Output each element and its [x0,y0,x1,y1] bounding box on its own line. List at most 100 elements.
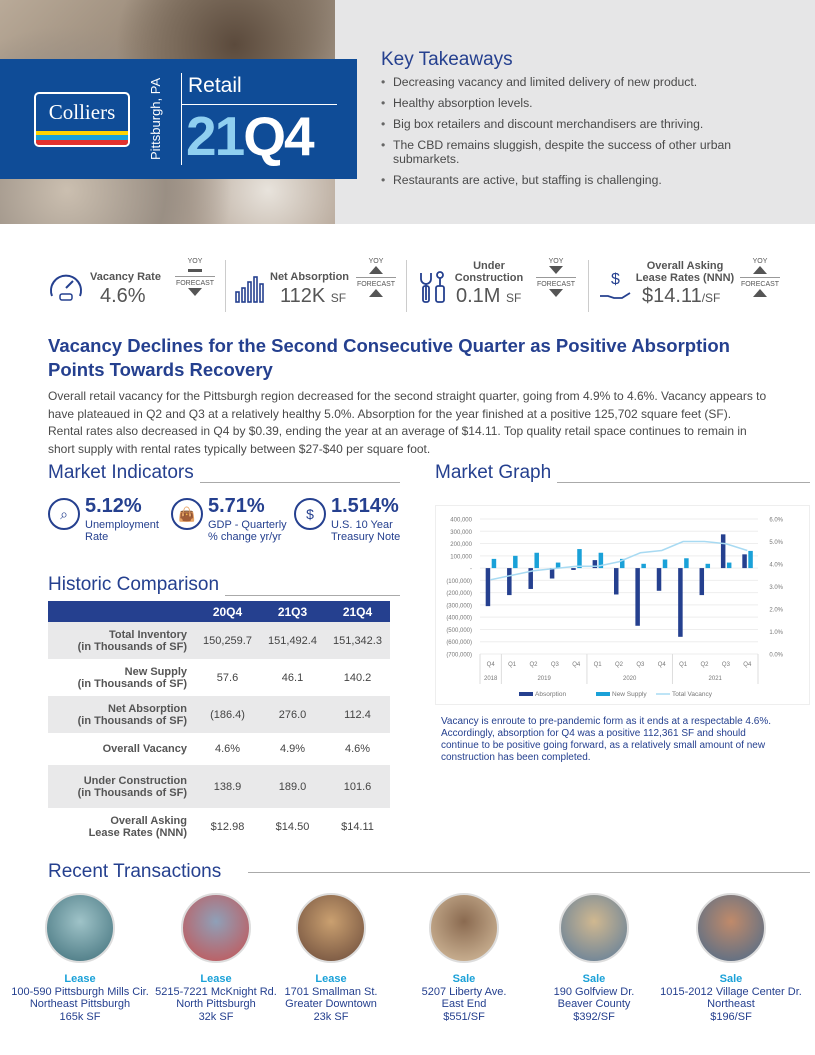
market-indicators-title: Market Indicators [48,462,200,484]
x-tick-label: Q4 [743,662,752,668]
year-label: 2019 [537,676,551,682]
svg-text:$: $ [611,271,620,288]
new-supply-bar [491,558,497,569]
divider [406,260,407,312]
divider [225,260,226,312]
y-tick-label: 200,000 [450,542,472,548]
table-cell: 150,259.7 [195,622,260,659]
y2-tick-label: 6.0% [769,518,783,524]
table-row: New Supply (in Thousands of SF) 57.6 46.1 14… [48,659,390,696]
x-tick-label: Q4 [487,662,496,668]
table-cell: 4.6% [214,743,241,755]
table-cell: (186.4) [195,696,260,733]
table-cell: 4.6% [344,743,371,755]
stat-construction: Under Construction 0.1M SF YOY FORECAST [418,258,588,318]
recent-transactions-title: Recent Transactions [48,861,228,883]
x-tick-label: Q4 [658,662,667,668]
y-tick-label: (400,000) [446,616,472,622]
x-tick-label: Q2 [529,662,538,668]
absorption-bar [614,568,619,595]
table-cell: $14.50 [275,820,310,833]
absorption-bar [720,534,726,569]
y-tick-label: - [470,567,472,573]
historic-comparison-table: 20Q4 21Q3 21Q4 Total Inventory (in Thousand… [48,601,390,845]
transaction-item: Sale 190 Golfview Dr. Beaver County $392/SF [514,893,674,1023]
legend-label: New Supply [612,691,647,698]
table-cell: 112.4 [325,696,390,733]
table-cell: $14.11 [341,820,374,833]
y2-tick-label: 5.0% [769,540,783,546]
list-item: Restaurants are active, but staffing is … [381,173,781,187]
new-supply-bar [684,558,689,569]
table-cell: 4.9% [279,743,306,755]
new-supply-bar [598,552,604,569]
absorption-bar [528,568,533,589]
stat-vacancy: Vacancy Rate 4.6% YOY FORECAST [48,258,223,318]
sector-label: Retail [188,74,242,97]
x-tick-label: Q4 [572,662,581,668]
x-tick-label: Q3 [636,662,645,668]
trend-indicator: YOY FORECAST [536,258,576,298]
new-supply-bar [726,562,732,569]
x-tick-label: Q1 [679,662,688,668]
y2-tick-label: 1.0% [769,630,783,636]
property-photo [181,893,251,963]
absorption-bar [571,568,576,570]
property-photo [559,893,629,963]
absorption-bar [507,568,512,596]
transaction-item: Lease 100-590 Pittsburgh Mills Cir. Northe… [0,893,160,1023]
table-cell: 101.6 [325,765,390,808]
new-supply-bar [641,563,646,569]
market-graph-chart: 400,000 300,000 200,000 100,000 - (100,000) (2… [435,505,810,705]
absorption-bar [699,568,705,596]
y-tick-label: (300,000) [446,603,472,609]
table-row: Overall Vacancy 4.6% 4.9% 4.6% [48,733,390,765]
y-tick-label: 400,000 [450,518,472,524]
transaction-item: Lease 1701 Smallman St. Greater Downtown 23… [251,893,411,1023]
transaction-item: Sale 1015-2012 Village Center Dr. Northeas… [651,893,811,1023]
gauge-icon [50,274,82,301]
new-supply-bar [705,563,711,569]
stat-absorption: Net Absorption 112K SF YOY FORECAST [234,258,414,318]
y2-tick-label: 2.0% [769,608,783,614]
legend-swatch [519,692,533,696]
divider [588,260,589,312]
list-item: Healthy absorption levels. [381,96,781,110]
table-cell: 138.9 [195,765,260,808]
table-cell: 151,492.4 [260,622,325,659]
table-row: Under Construction (in Thousands of SF) 13… [48,765,390,808]
shopping-bag-icon: 👜 [171,498,203,530]
table-cell: 189.0 [260,765,325,808]
trend-indicator: YOY FORECAST [175,258,215,297]
divider [182,104,337,105]
y-tick-label: (600,000) [446,640,472,646]
absorption-bar [592,560,598,569]
year-label: 2020 [623,676,637,682]
x-tick-label: Q3 [551,662,560,668]
absorption-bar [742,554,747,569]
search-document-icon: ⌕ [48,498,80,530]
legend-label: Total Vacancy [672,691,713,698]
historic-comparison-title: Historic Comparison [48,574,226,596]
table-cell: 276.0 [260,696,325,733]
divider [181,73,182,165]
hand-dollar-icon: $ [600,271,631,299]
x-tick-label: Q2 [701,662,710,668]
transaction-item: Lease 5215-7221 McKnight Rd. North Pittsbu… [136,893,296,1023]
quarter-label: 21Q4 [186,105,315,167]
table-row: Net Absorption (in Thousands of SF) (186.4… [48,696,390,733]
x-tick-label: Q3 [722,662,731,668]
property-photo [296,893,366,963]
tools-icon [420,271,445,303]
new-supply-bar [534,552,539,569]
vacancy-line [490,540,748,581]
colliers-logo: Colliers [34,92,130,147]
y-tick-label: 100,000 [450,554,472,560]
table-cell: 151,342.3 [325,622,390,659]
bar-chart-icon [235,276,264,303]
list-item: Big box retailers and discount merchandi… [381,117,781,131]
key-takeaways-list: Decreasing vacancy and limited delivery … [381,75,781,194]
new-supply-bar [662,559,668,569]
y-tick-label: (700,000) [446,653,472,659]
absorption-bar [635,568,640,626]
